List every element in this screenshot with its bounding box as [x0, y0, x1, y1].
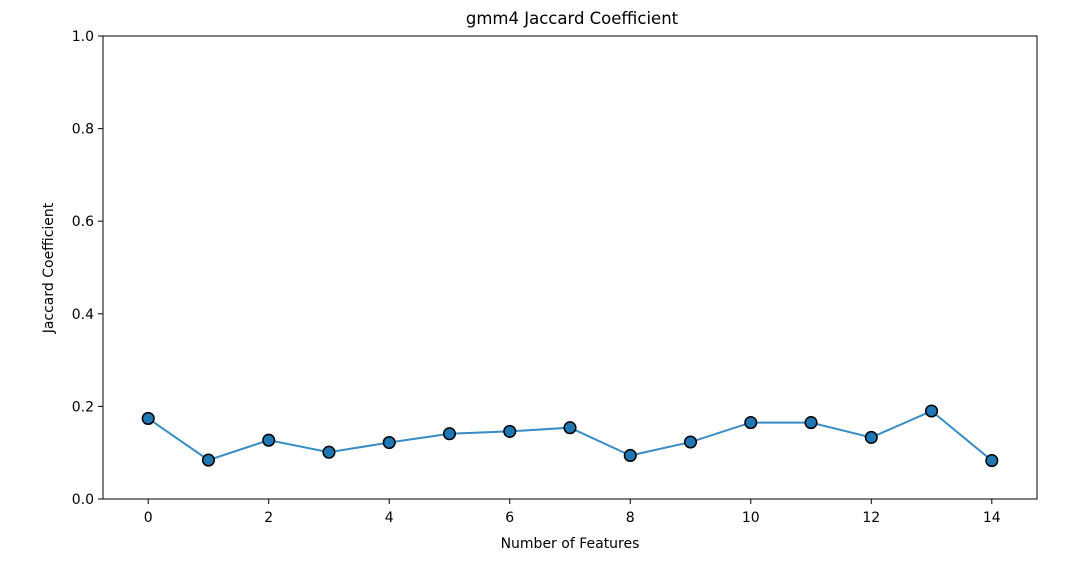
data-point	[563, 421, 577, 435]
data-point	[141, 411, 155, 425]
data-point	[744, 416, 758, 430]
x-tick-label: 4	[385, 510, 394, 526]
y-tick-label: 1.0	[72, 29, 94, 45]
y-tick-label: 0.6	[72, 214, 94, 230]
y-axis: 0.0 0.2 0.4 0.6 0.8 1.0	[72, 29, 103, 508]
x-tick-label: 10	[742, 510, 760, 526]
x-tick-label: 14	[983, 510, 1001, 526]
data-point	[503, 424, 517, 438]
x-axis: 0 2 4 6 8 10 12 14	[144, 499, 1001, 526]
plot-area	[141, 404, 999, 468]
data-point	[985, 454, 999, 468]
data-point	[804, 416, 818, 430]
x-tick-label: 2	[264, 510, 273, 526]
y-tick-label: 0.8	[72, 122, 94, 138]
x-axis-label: Number of Features	[501, 536, 640, 552]
data-point	[623, 448, 637, 463]
data-point	[382, 435, 396, 450]
axes-frame	[102, 35, 1038, 500]
data-point	[322, 445, 336, 459]
y-axis-label: Jaccard Coefficient	[41, 202, 57, 334]
y-tick-label: 0.0	[72, 492, 94, 508]
data-point	[201, 453, 216, 467]
y-tick-label: 0.4	[72, 307, 94, 323]
x-tick-label: 12	[862, 510, 880, 526]
x-tick-label: 0	[144, 510, 153, 526]
x-tick-label: 6	[505, 510, 514, 526]
data-point	[262, 433, 276, 447]
data-point	[864, 430, 878, 444]
x-tick-label: 8	[626, 510, 635, 526]
data-point	[924, 404, 939, 418]
data-point	[683, 435, 698, 449]
chart-title: gmm4 Jaccard Coefficient	[466, 9, 679, 28]
data-point	[442, 427, 457, 441]
y-tick-label: 0.2	[72, 399, 94, 415]
